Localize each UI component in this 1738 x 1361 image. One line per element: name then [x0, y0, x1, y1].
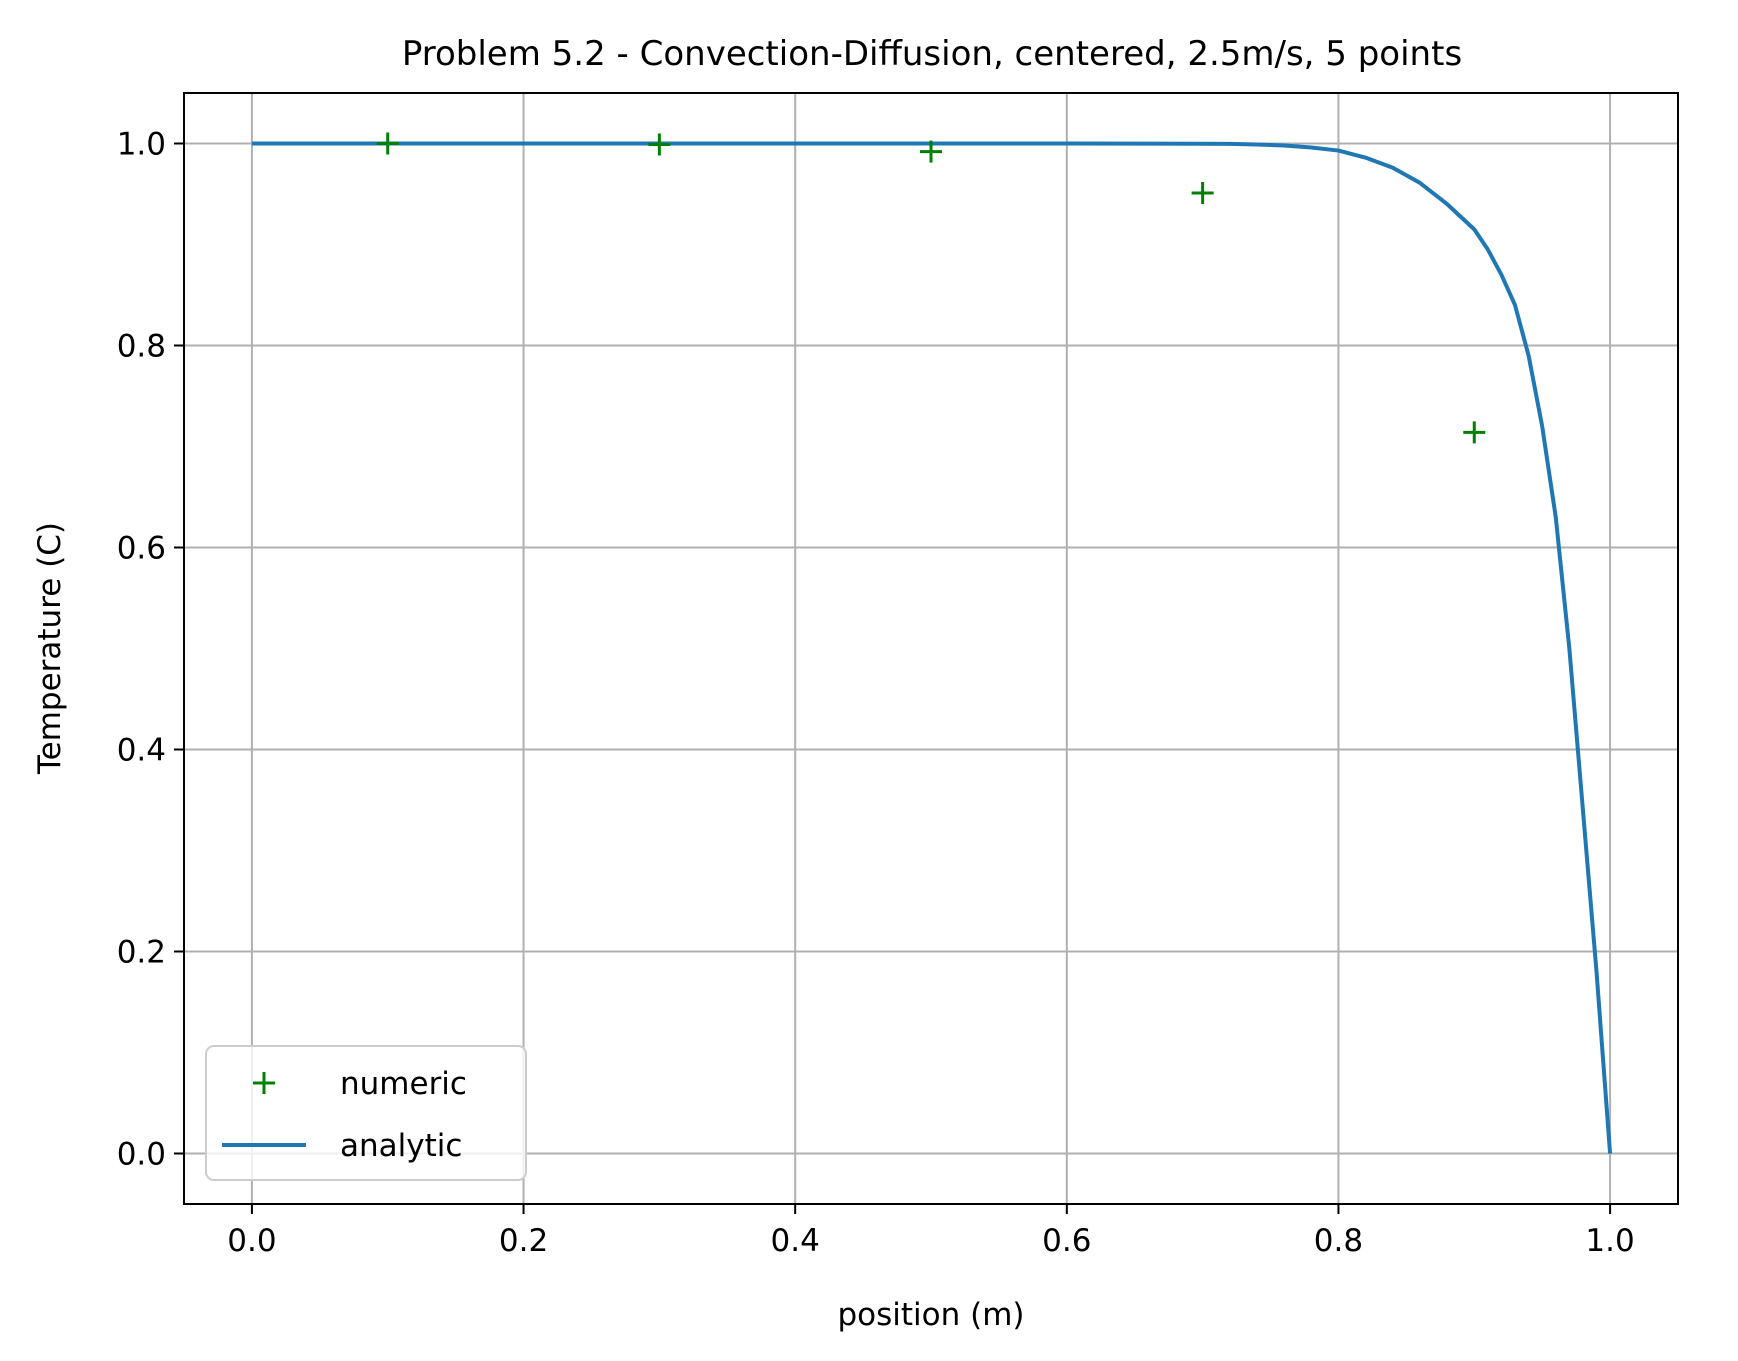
x-tick-label: 0.8 — [1314, 1223, 1363, 1259]
x-axis-label: position (m) — [837, 1297, 1024, 1333]
y-tick-label: 0.0 — [117, 1137, 166, 1173]
series-numeric-point — [1191, 181, 1214, 204]
legend-entries: numeric analytic — [222, 1066, 467, 1164]
x-tick-label: 0.6 — [1042, 1223, 1091, 1259]
series-numeric-point — [920, 140, 942, 163]
series-numeric-point — [1463, 421, 1486, 444]
x-tick-label: 0.0 — [227, 1223, 276, 1259]
grid-layer — [184, 93, 1678, 1204]
chart-title: Problem 5.2 - Convection-Diffusion, cent… — [402, 34, 1462, 74]
series-numeric-point — [648, 133, 671, 156]
y-tick-label: 0.2 — [117, 935, 166, 971]
x-tick-label: 0.2 — [499, 1223, 548, 1259]
y-tick-label: 0.4 — [117, 733, 166, 769]
legend-entry-analytic: analytic — [222, 1128, 462, 1164]
x-tick-label: 0.4 — [771, 1223, 820, 1259]
tick-layer: 0.0 0.2 0.4 0.6 0.8 1.0 0.0 0.2 0.4 0.6 0.8 1.0 — [117, 127, 1635, 1260]
series-analytic-line — [251, 141, 1613, 1154]
series-numeric-point — [376, 132, 399, 155]
plot-frame — [183, 92, 1679, 1205]
y-tick-label: 0.6 — [117, 531, 166, 567]
y-axis-label: Temperature (C) — [32, 522, 68, 775]
series-layer — [251, 132, 1613, 1154]
x-tick-label: 1.0 — [1585, 1223, 1634, 1259]
legend-entry-numeric: numeric — [253, 1066, 467, 1102]
y-tick-label: 0.8 — [117, 329, 166, 365]
legend-marker-numeric — [253, 1072, 275, 1094]
legend-label-analytic: analytic — [340, 1128, 462, 1164]
legend-label-numeric: numeric — [340, 1066, 467, 1102]
legend: numeric analytic — [205, 1045, 527, 1181]
y-tick-label: 1.0 — [117, 127, 166, 163]
